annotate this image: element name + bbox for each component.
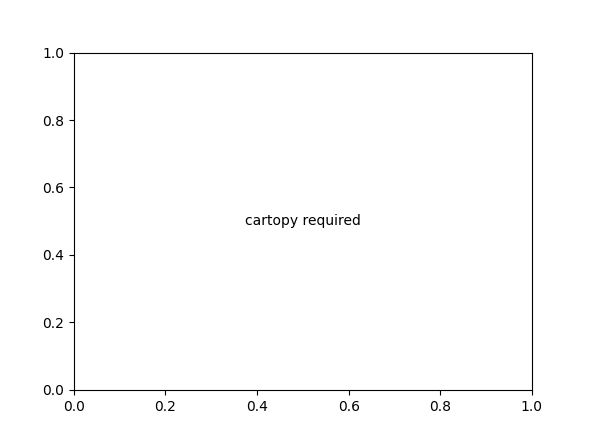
Text: cartopy required: cartopy required <box>245 214 361 228</box>
